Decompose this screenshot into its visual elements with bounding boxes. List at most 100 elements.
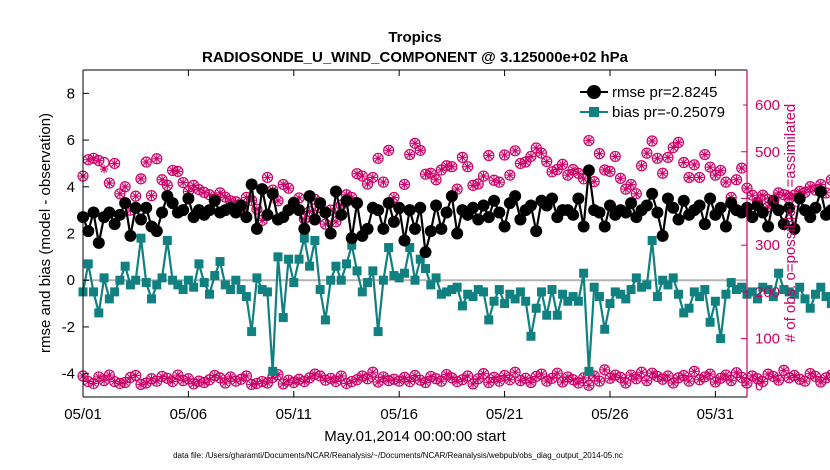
bias-point bbox=[231, 275, 241, 285]
obs-possible-marker bbox=[678, 156, 690, 169]
obs-possible-marker bbox=[177, 176, 189, 189]
obs-assimilated-marker bbox=[463, 162, 472, 171]
rmse-point bbox=[809, 201, 822, 214]
rmse-point bbox=[266, 187, 279, 200]
obs-possible-marker bbox=[641, 147, 653, 159]
bias-point bbox=[795, 282, 805, 292]
bias-point bbox=[257, 285, 267, 295]
obs-assimilated-marker bbox=[168, 166, 177, 175]
obs-assimilated-marker bbox=[516, 159, 525, 168]
bias-point bbox=[515, 287, 525, 297]
obs-assimilated-marker bbox=[410, 139, 420, 148]
bias-point bbox=[431, 273, 441, 283]
obs-assimilated-marker bbox=[178, 178, 188, 187]
rmse-point bbox=[261, 208, 274, 221]
obs-assimilated-marker bbox=[120, 378, 130, 387]
obs-assimilated-marker bbox=[189, 181, 198, 190]
bias-point bbox=[784, 287, 794, 297]
obs-assimilated-marker bbox=[136, 174, 146, 184]
obs-assimilated-marker bbox=[215, 373, 225, 383]
obs-assimilated-marker bbox=[131, 191, 140, 201]
obs-assimilated-marker bbox=[574, 169, 583, 178]
rmse-point bbox=[335, 208, 348, 221]
obs-assimilated-marker bbox=[637, 368, 646, 377]
bias-point bbox=[384, 243, 394, 253]
rmse-point bbox=[166, 197, 179, 210]
bias-point bbox=[710, 296, 720, 306]
bias-point bbox=[563, 296, 573, 306]
obs-possible-marker bbox=[477, 170, 490, 182]
bias-point bbox=[399, 268, 409, 278]
bias-point bbox=[262, 287, 272, 297]
bias-point bbox=[521, 296, 531, 306]
obs-assimilated-marker bbox=[642, 148, 652, 158]
obs-assimilated-marker bbox=[553, 368, 562, 378]
y-right-tick-label: 500 bbox=[755, 144, 780, 161]
bias-point bbox=[716, 334, 726, 344]
bias-point bbox=[178, 285, 188, 295]
obs-assimilated-marker bbox=[184, 374, 193, 383]
obs-assimilated-marker bbox=[669, 143, 678, 152]
bias-point bbox=[215, 257, 225, 267]
obs-assimilated-marker bbox=[358, 171, 367, 181]
rmse-point bbox=[129, 201, 142, 214]
legend-background bbox=[575, 77, 743, 121]
rmse-point bbox=[656, 229, 669, 242]
rmse-point bbox=[298, 222, 311, 235]
obs-assimilated-marker bbox=[131, 371, 140, 380]
bias-point bbox=[173, 280, 183, 290]
obs-assimilated-marker bbox=[663, 153, 673, 162]
rmse-point bbox=[445, 190, 458, 203]
rmse-point bbox=[677, 194, 690, 207]
rmse-point bbox=[203, 204, 216, 217]
obs-assimilated-marker bbox=[474, 179, 483, 189]
obs-assimilated-marker bbox=[194, 376, 204, 386]
bias-point bbox=[494, 285, 504, 295]
obs-assimilated-marker bbox=[416, 146, 425, 155]
bias-point bbox=[284, 254, 294, 264]
obs-assimilated-marker bbox=[289, 378, 298, 387]
x-axis-label: May.01,2014 00:00:00 start bbox=[324, 428, 506, 445]
rmse-point bbox=[667, 201, 680, 214]
rmse-point bbox=[150, 225, 163, 238]
rmse-point bbox=[514, 213, 527, 226]
obs-assimilated-marker bbox=[236, 375, 246, 384]
rmse-point bbox=[603, 199, 616, 212]
rmse-point bbox=[256, 183, 269, 196]
bias-point bbox=[368, 266, 378, 276]
y-left-tick-label: 8 bbox=[67, 85, 75, 102]
obs-assimilated-marker bbox=[368, 173, 378, 182]
obs-assimilated-marker bbox=[584, 381, 594, 390]
obs-possible-marker bbox=[114, 188, 126, 200]
rmse-point bbox=[113, 208, 126, 221]
obs-assimilated-marker bbox=[142, 157, 151, 167]
rmse-point bbox=[314, 197, 327, 210]
obs-assimilated-marker bbox=[553, 165, 562, 174]
obs-possible-marker bbox=[693, 171, 706, 184]
rmse-point bbox=[619, 206, 632, 219]
bias-point bbox=[821, 292, 830, 302]
obs-assimilated-marker bbox=[152, 154, 161, 163]
obs-assimilated-marker bbox=[163, 374, 172, 383]
bias-point bbox=[610, 287, 620, 297]
obs-possible-marker bbox=[151, 153, 163, 165]
obs-assimilated-marker bbox=[595, 149, 604, 158]
bias-point bbox=[758, 282, 768, 292]
obs-assimilated-marker bbox=[758, 377, 768, 386]
rmse-point bbox=[329, 185, 342, 198]
obs-assimilated-marker bbox=[563, 170, 573, 180]
bias-point bbox=[315, 285, 325, 295]
rmse-point bbox=[419, 246, 432, 259]
bias-point bbox=[410, 275, 420, 285]
obs-assimilated-marker bbox=[110, 159, 119, 168]
bias-point bbox=[531, 303, 541, 313]
obs-assimilated-marker bbox=[379, 177, 388, 187]
rmse-point bbox=[651, 206, 664, 219]
rmse-point bbox=[598, 220, 611, 233]
obs-assimilated-marker bbox=[205, 375, 214, 384]
obs-assimilated-marker bbox=[621, 378, 630, 388]
rmse-point bbox=[488, 194, 501, 207]
obs-assimilated-marker bbox=[89, 379, 98, 388]
bias-point bbox=[621, 294, 631, 304]
obs-possible-marker bbox=[404, 148, 416, 161]
